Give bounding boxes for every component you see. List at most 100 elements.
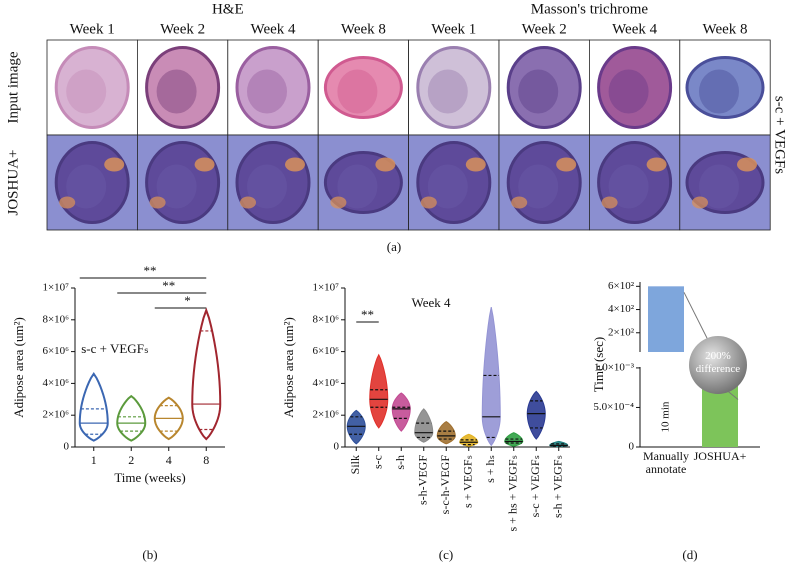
adipose-overlay	[420, 196, 437, 209]
tissue-detail	[156, 164, 197, 209]
significance-label: *	[184, 293, 191, 308]
x-axis-title: Time (weeks)	[114, 470, 185, 485]
value-label: 10 min	[660, 401, 672, 432]
adipose-overlay	[511, 196, 528, 209]
x-tick-label: 2	[128, 453, 134, 467]
y-tick-label: 6×10⁶	[312, 345, 339, 357]
violin-body	[78, 372, 109, 442]
adipose-overlay	[285, 157, 305, 172]
x-tick-label: s-c + VEGFₛ	[528, 455, 542, 517]
annotation: s-c + VEGFₛ	[81, 341, 149, 356]
adipose-overlay	[240, 196, 256, 209]
x-tick-label: 1	[91, 453, 97, 467]
y-tick-label: 1×10⁷	[42, 282, 69, 294]
x-tick-label: 4	[166, 453, 172, 467]
tissue-detail	[427, 69, 468, 114]
y-tick-label: 6×10²	[608, 280, 635, 292]
violin-body	[481, 306, 501, 447]
x-tick-label: Silk	[348, 455, 362, 474]
tissue-section	[685, 56, 765, 119]
tissue-section	[323, 56, 403, 119]
tissue-detail	[608, 69, 649, 114]
tissue-detail	[66, 164, 107, 209]
x-tick-label: s-h-VEGF	[416, 455, 430, 505]
x-tick-label: s-c	[371, 455, 385, 469]
tissue-detail	[337, 69, 378, 114]
violin-body	[459, 433, 479, 447]
column-label: Week 4	[250, 21, 296, 37]
column-label: Week 2	[160, 21, 205, 37]
side-label: s-c + VEGFs	[772, 96, 788, 174]
x-tick-label: 8	[203, 453, 209, 467]
violin-body	[191, 307, 222, 441]
panel-caption: (a)	[387, 239, 401, 254]
x-tick-label-box: JOSHUA+	[693, 450, 747, 463]
column-label: Week 1	[431, 21, 476, 37]
adipose-overlay	[465, 157, 486, 172]
column-label: Week 2	[522, 21, 567, 37]
x-tick-label: s + hs + VEGFₛ	[506, 455, 520, 531]
tissue-section	[235, 46, 311, 129]
tissue-detail	[337, 164, 378, 209]
bar	[648, 286, 684, 352]
row-label: JOSHUA+	[5, 150, 21, 216]
x-tick-label: JOSHUA+	[693, 450, 747, 463]
column-label: Week 1	[70, 21, 115, 37]
annotation: Week 4	[411, 295, 451, 310]
violin-body	[116, 394, 147, 442]
y-tick-label: 8×10⁶	[312, 313, 339, 325]
violin-body	[346, 409, 366, 445]
y-tick-label: 0	[629, 441, 635, 453]
significance-label: **	[144, 263, 157, 278]
y-tick-label: 6×10⁶	[42, 345, 69, 357]
y-tick-label: 5.0×10⁻⁴	[593, 401, 634, 413]
adipose-overlay	[104, 157, 125, 172]
y-tick-label: 4×10⁶	[312, 377, 339, 389]
y-axis-title: Time (sec)	[591, 337, 606, 393]
tissue-detail	[66, 69, 107, 114]
tissue-detail	[699, 164, 739, 209]
column-label: Week 8	[702, 21, 747, 37]
adipose-overlay	[375, 157, 396, 172]
tissue-detail	[247, 164, 287, 209]
panel-caption: (b)	[142, 547, 157, 562]
y-tick-label: 0	[64, 441, 70, 453]
x-tick-label: s-h	[393, 455, 407, 470]
x-tick-label: s + hₛ	[483, 455, 497, 483]
column-label: Week 8	[341, 21, 386, 37]
y-tick-label: 2×10²	[608, 326, 635, 338]
violin-body	[369, 353, 389, 429]
adipose-overlay	[330, 196, 347, 209]
violin-body	[526, 390, 546, 440]
tissue-section	[54, 46, 130, 129]
x-tick-label: s + VEGFₛ	[461, 455, 475, 508]
adipose-overlay	[556, 157, 577, 172]
tissue-section	[145, 46, 221, 129]
significance-label: **	[361, 307, 374, 322]
y-tick-label: 8×10⁶	[42, 313, 69, 325]
y-tick-label: 2×10⁶	[42, 409, 69, 421]
panel-caption: (d)	[682, 547, 697, 562]
annotation: 200% difference	[695, 350, 741, 375]
tissue-section	[597, 46, 673, 129]
adipose-overlay	[194, 157, 215, 172]
y-tick-label: 0	[334, 441, 340, 453]
difference-badge	[689, 336, 747, 394]
column-label: Week 4	[612, 21, 658, 37]
violin-body	[414, 408, 434, 443]
y-tick-label: 4×10⁶	[42, 377, 69, 389]
tissue-detail	[156, 69, 197, 114]
tissue-detail	[427, 164, 468, 209]
adipose-overlay	[692, 196, 708, 209]
group-title: H&E	[212, 1, 244, 17]
y-tick-label: 2×10⁶	[312, 409, 339, 421]
tissue-detail	[518, 69, 559, 114]
panel-caption: (c)	[439, 547, 453, 562]
y-tick-label: 1×10⁷	[312, 282, 339, 294]
adipose-overlay	[59, 196, 76, 209]
annotation-box: 200% difference	[695, 350, 741, 375]
violin-body	[436, 420, 456, 445]
adipose-overlay	[601, 196, 618, 209]
x-tick-label: s-h + VEGFₛ	[551, 455, 565, 518]
